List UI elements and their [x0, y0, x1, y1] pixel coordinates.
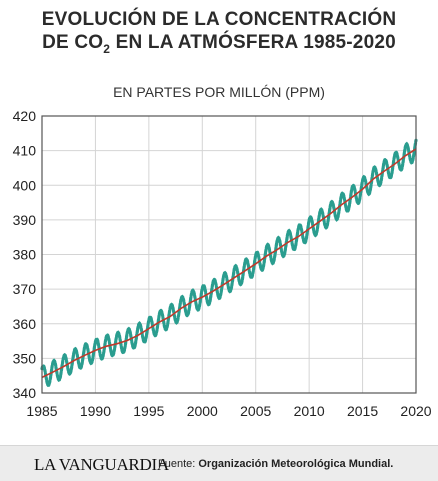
y-tick-label: 380 — [13, 247, 37, 263]
title-line-2-pre: DE CO — [42, 32, 104, 53]
x-tick-label: 2000 — [187, 403, 218, 419]
series-trend-line — [41, 148, 417, 379]
chart-subtitle: EN PARTES POR MILLÓN (PPM) — [113, 84, 325, 100]
x-tick-label: 2005 — [240, 403, 271, 419]
title-line-2: DE CO2 EN LA ATMÓSFERA 1985-2020 — [0, 31, 438, 61]
x-tick-label: 1985 — [26, 403, 57, 419]
title-line-2-post: EN LA ATMÓSFERA 1985-2020 — [110, 32, 396, 53]
footer: LA VANGUARDIA Fuente: Organización Meteo… — [0, 445, 438, 481]
x-tick-label: 1990 — [80, 403, 111, 419]
y-axis-labels: 340 350 360 370 380 390 400 410 420 — [13, 108, 37, 401]
y-tick-label: 350 — [13, 350, 37, 366]
x-tick-label: 2020 — [400, 403, 431, 419]
source-name: Organización Meteorológica Mundial. — [198, 458, 394, 470]
plot-frame — [41, 115, 417, 394]
x-tick-label: 2015 — [347, 403, 378, 419]
series-monthly-line — [40, 138, 418, 388]
x-tick-label: 1995 — [133, 403, 164, 419]
x-tick-label: 2010 — [294, 403, 325, 419]
y-tick-label: 340 — [13, 385, 37, 401]
series-group — [40, 138, 418, 388]
title-subscript: 2 — [103, 41, 111, 56]
y-tick-label: 360 — [13, 316, 37, 332]
y-tick-label: 410 — [13, 143, 37, 159]
y-tick-label: 400 — [13, 177, 37, 193]
source-note: Fuente: Organización Meteorológica Mundi… — [158, 458, 393, 470]
x-axis-labels: 1985 1990 1995 2000 2005 2010 2015 2020 — [26, 403, 431, 419]
chart-title: EVOLUCIÓN DE LA CONCENTRACIÓN DE CO2 EN … — [0, 8, 438, 61]
source-label: Fuente: — [158, 458, 196, 470]
y-tick-label: 390 — [13, 212, 37, 228]
y-tick-label: 420 — [13, 108, 37, 124]
brand-logo: LA VANGUARDIA — [34, 455, 169, 474]
co2-line-chart: 340 350 360 370 380 390 400 410 420 1985 1990 1995… — [13, 108, 432, 419]
y-tick-label: 370 — [13, 281, 37, 297]
title-line-1: EVOLUCIÓN DE LA CONCENTRACIÓN — [41, 9, 397, 30]
